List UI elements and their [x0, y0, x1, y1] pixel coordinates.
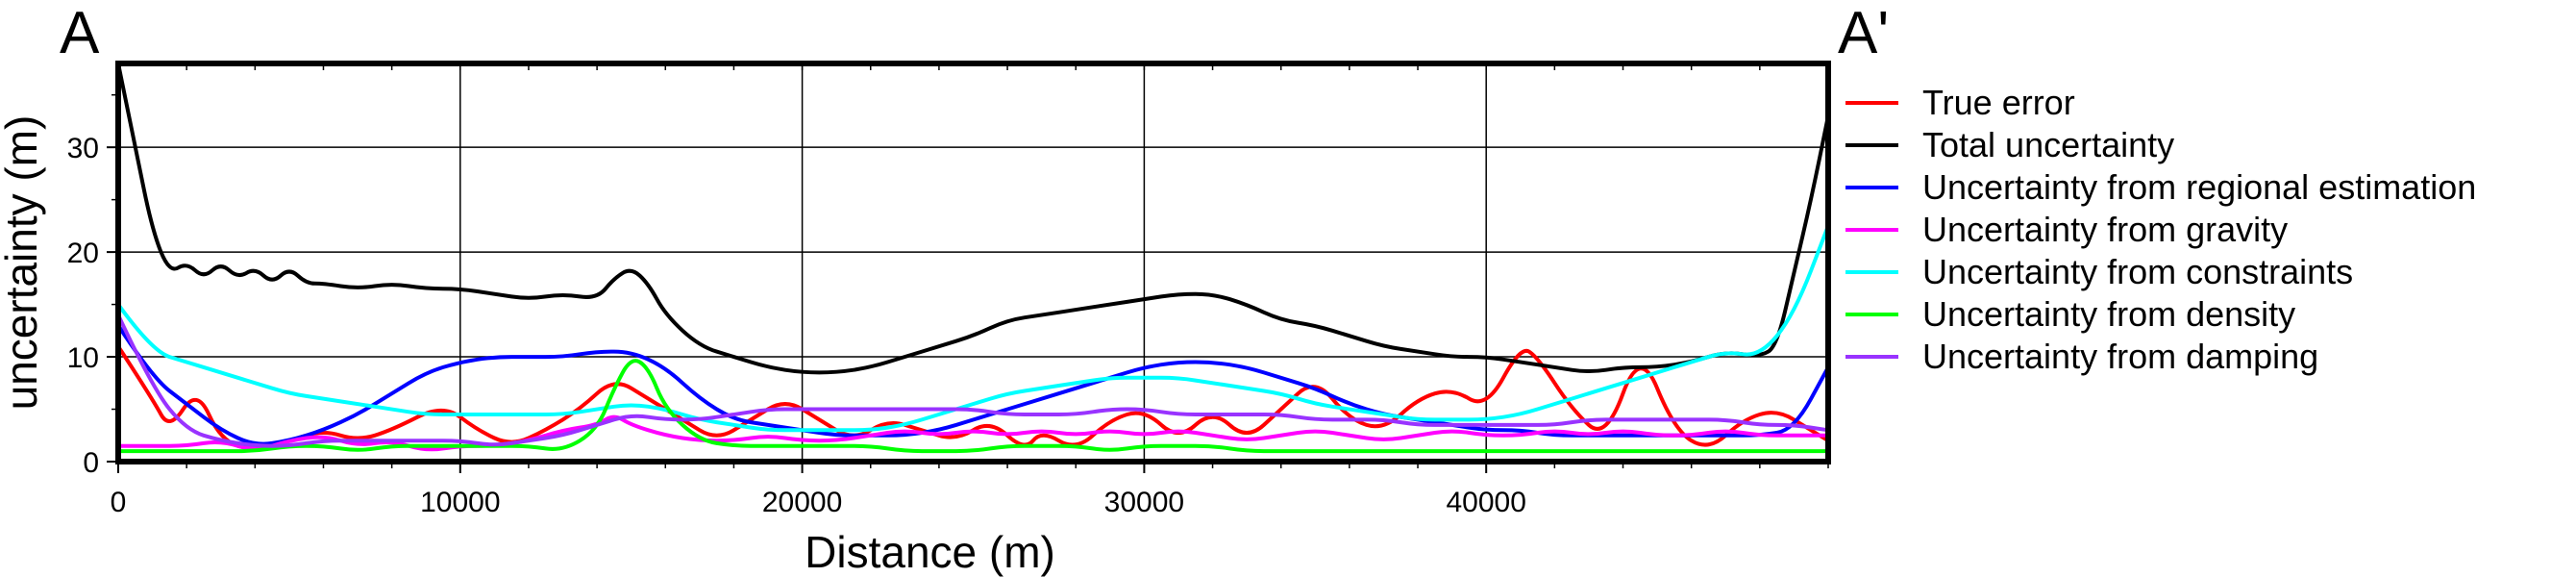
legend-label: True error	[1922, 83, 2075, 122]
tick-labels: 0 10000 20000 30000 40000 0 10 20 30	[67, 133, 1526, 518]
y-axis-label: uncertainty (m)	[0, 115, 46, 411]
legend-label: Uncertainty from damping	[1922, 337, 2318, 376]
series-line-uncertainty-from-constraints	[116, 225, 1830, 433]
x-tick-label: 10000	[420, 487, 500, 518]
series-line-uncertainty-from-density	[117, 359, 1828, 454]
legend-label: Uncertainty from regional estimation	[1922, 167, 2476, 207]
legend-label: Total uncertainty	[1922, 125, 2174, 164]
series-lines	[116, 63, 1830, 454]
x-tick-label: 30000	[1104, 487, 1184, 518]
series-line-total-uncertainty	[116, 63, 1830, 375]
legend-label: Uncertainty from constraints	[1922, 252, 2353, 291]
grid-lines	[118, 63, 1828, 462]
plot-frame	[115, 61, 1831, 464]
series-line-uncertainty-from-damping	[116, 314, 1829, 448]
x-axis-label: Distance (m)	[805, 527, 1055, 577]
x-tick-label: 20000	[762, 487, 842, 518]
series-line-uncertainty-from-regional-estimation	[116, 324, 1830, 446]
legend-label: Uncertainty from gravity	[1922, 210, 2288, 249]
x-tick-label: 40000	[1446, 487, 1525, 518]
y-tick-label: 30	[67, 133, 99, 164]
series-line-uncertainty-from-gravity	[118, 414, 1828, 452]
y-tick-label: 10	[67, 342, 99, 374]
y-tick-label: 0	[83, 447, 99, 479]
x-tick-label: 0	[111, 487, 127, 518]
y-tick-label: 20	[67, 238, 99, 269]
profile-end-label: A'	[1838, 0, 1889, 66]
series-line-true-error	[116, 345, 1830, 451]
legend-label: Uncertainty from density	[1922, 294, 2295, 334]
profile-start-label: A	[60, 0, 100, 66]
